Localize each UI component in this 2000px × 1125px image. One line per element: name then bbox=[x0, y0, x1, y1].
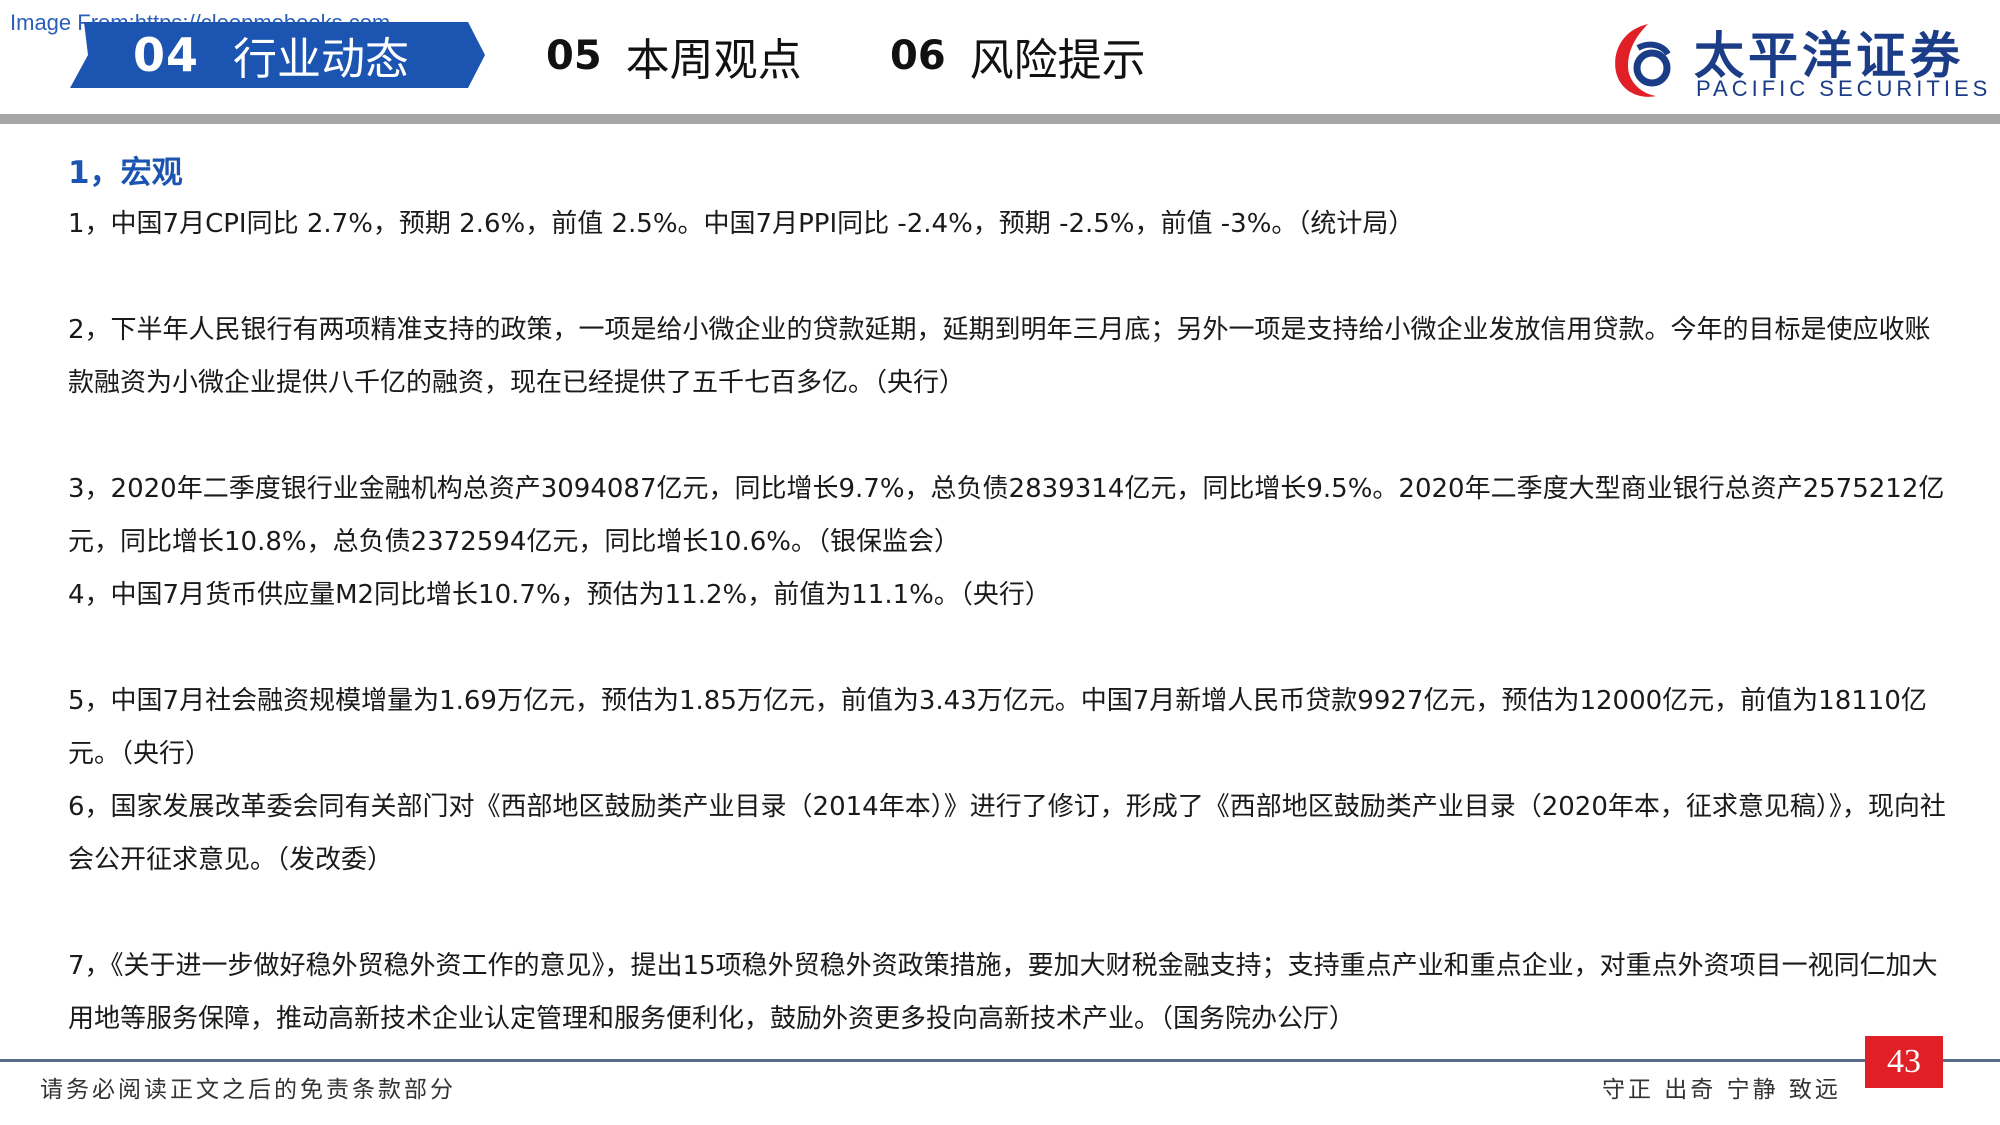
tab-risk-warning[interactable]: 06 风险提示 bbox=[890, 26, 1146, 86]
news-item-6: 6，国家发展改革委会同有关部门对《西部地区鼓励类产业目录（2014年本）》进行了… bbox=[68, 792, 1946, 875]
news-item-2: 2，下半年人民银行有两项精准支持的政策，一项是给小微企业的贷款延期，延期到明年三… bbox=[68, 315, 1931, 398]
news-item-7: 7，《关于进一步做好稳外贸稳外资工作的意见》，提出15项稳外贸稳外资政策措施，要… bbox=[68, 951, 1938, 1034]
news-item-1: 1，中国7月CPI同比 2.7%，预期 2.6%，前值 2.5%。中国7月PPI… bbox=[68, 209, 1415, 239]
news-item-3: 3，2020年二季度银行业金融机构总资产3094087亿元，同比增长9.7%，总… bbox=[68, 474, 1945, 557]
tab-label: 风险提示 bbox=[969, 35, 1146, 86]
spacer bbox=[68, 622, 1948, 675]
tab-label: 行业动态 bbox=[233, 34, 410, 85]
spacer bbox=[68, 251, 1948, 304]
logo-chinese-name: 太平洋证券 bbox=[1694, 27, 1964, 85]
tab-number: 04 bbox=[133, 28, 200, 82]
footer-motto: 守正 出奇 宁静 致远 bbox=[1602, 1077, 1841, 1103]
tab-industry-news[interactable]: 04 行业动态 bbox=[70, 22, 485, 88]
tab-number: 06 bbox=[890, 33, 946, 79]
tab-weekly-view[interactable]: 05 本周观点 bbox=[546, 26, 802, 86]
tab-label: 本周观点 bbox=[625, 35, 802, 86]
news-item-5: 5，中国7月社会融资规模增量为1.69万亿元，预估为1.85万亿元，前值为3.4… bbox=[68, 686, 1927, 769]
tab-number: 05 bbox=[546, 33, 602, 79]
slide-body: 1，宏观 1，中国7月CPI同比 2.7%，预期 2.6%，前值 2.5%。中国… bbox=[68, 148, 1948, 1046]
company-logo: 太平洋证券 PACIFIC SECURITIES bbox=[1608, 14, 1987, 104]
spacer bbox=[68, 887, 1948, 940]
slide-header: Image From:https://cloopmebooks.com 04 行… bbox=[0, 0, 2000, 124]
header-divider bbox=[0, 114, 2000, 124]
spacer bbox=[68, 410, 1948, 463]
section-title: 1，宏观 bbox=[68, 155, 183, 191]
news-item-4: 4，中国7月货币供应量M2同比增长10.7%，预估为11.2%，前值为11.1%… bbox=[68, 580, 1051, 610]
page-number-badge: 43 bbox=[1865, 1036, 1943, 1088]
pacific-securities-logo-icon bbox=[1615, 24, 1671, 97]
footer-divider bbox=[0, 1059, 2000, 1062]
logo-english-name: PACIFIC SECURITIES bbox=[1696, 76, 1992, 101]
footer-disclaimer: 请务必阅读正文之后的免责条款部分 bbox=[40, 1077, 456, 1103]
